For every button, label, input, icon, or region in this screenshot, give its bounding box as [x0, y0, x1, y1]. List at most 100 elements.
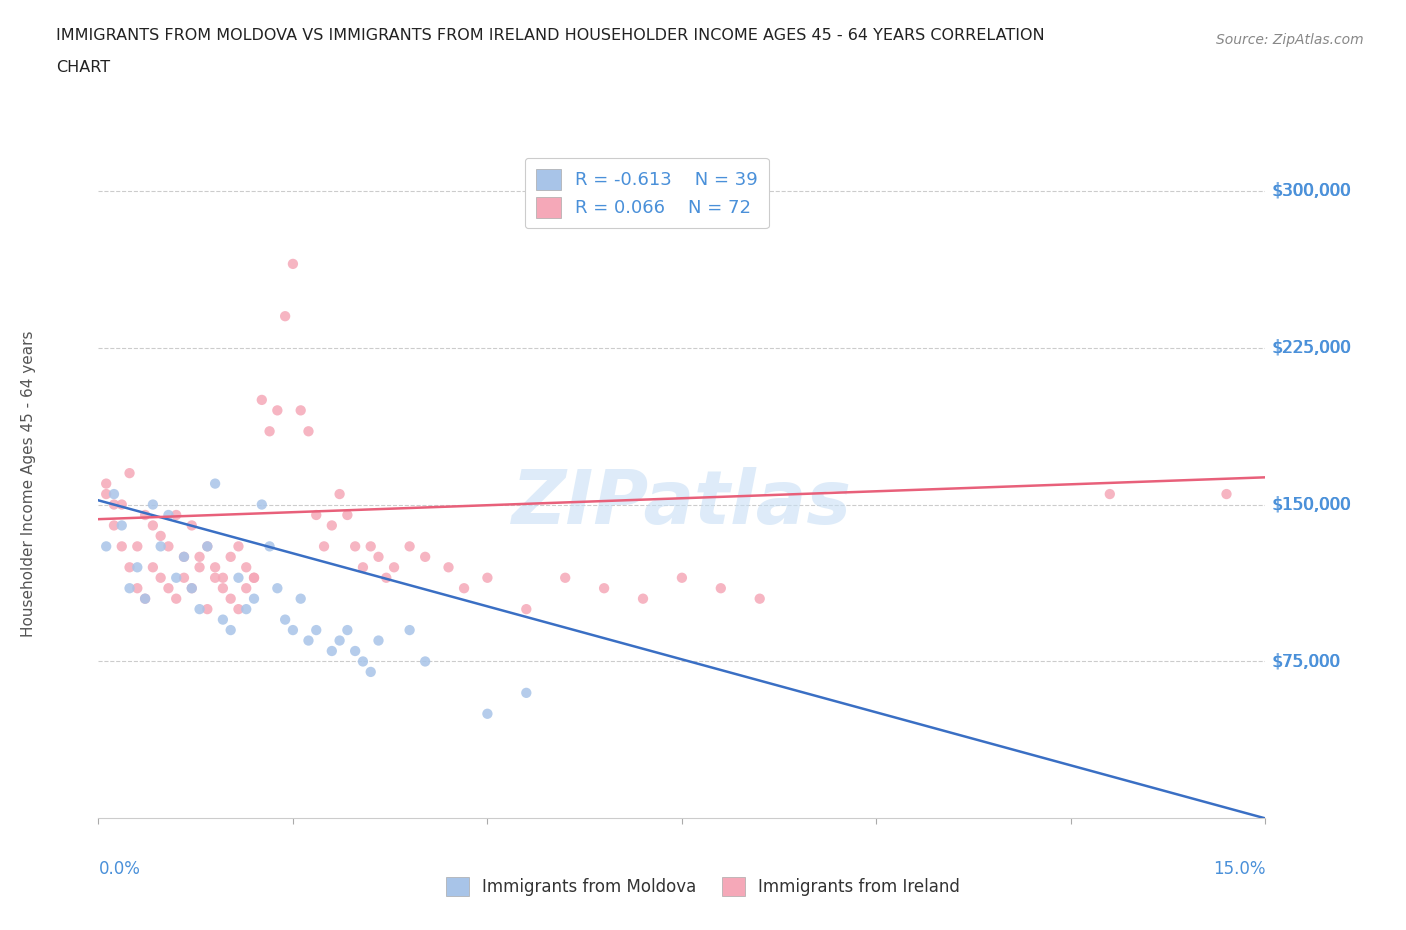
Point — [515, 685, 537, 700]
Point — [111, 539, 134, 554]
Point — [259, 424, 281, 439]
Point — [127, 539, 149, 554]
Text: $300,000: $300,000 — [1271, 181, 1350, 200]
Point — [477, 707, 499, 722]
Point — [228, 602, 250, 617]
Text: $225,000: $225,000 — [1272, 339, 1351, 356]
Point — [554, 570, 576, 585]
Point — [157, 580, 180, 596]
Point — [96, 539, 118, 554]
Point — [367, 550, 389, 565]
Point — [710, 580, 733, 596]
Point — [266, 403, 288, 418]
Text: IMMIGRANTS FROM MOLDOVA VS IMMIGRANTS FROM IRELAND HOUSEHOLDER INCOME AGES 45 - : IMMIGRANTS FROM MOLDOVA VS IMMIGRANTS FR… — [56, 28, 1045, 43]
Point — [344, 644, 367, 658]
Point — [96, 476, 118, 491]
Text: $150,000: $150,000 — [1272, 496, 1351, 513]
Point — [290, 591, 312, 606]
Point — [235, 580, 257, 596]
Point — [312, 539, 335, 554]
Text: $300,000: $300,000 — [1272, 181, 1351, 200]
Point — [165, 508, 187, 523]
Point — [398, 623, 420, 638]
Legend: Immigrants from Moldova, Immigrants from Ireland: Immigrants from Moldova, Immigrants from… — [439, 870, 967, 903]
Text: $75,000: $75,000 — [1272, 653, 1341, 671]
Point — [631, 591, 654, 606]
Point — [515, 602, 537, 617]
Point — [243, 591, 266, 606]
Point — [219, 550, 242, 565]
Point — [290, 403, 312, 418]
Point — [111, 518, 134, 533]
Point — [235, 602, 257, 617]
Point — [375, 570, 398, 585]
Point — [321, 518, 343, 533]
Point — [173, 570, 195, 585]
Point — [212, 580, 235, 596]
Point — [165, 591, 187, 606]
Point — [219, 623, 242, 638]
Point — [228, 539, 250, 554]
Point — [149, 570, 172, 585]
Point — [235, 560, 257, 575]
Point — [297, 633, 319, 648]
Text: $225,000: $225,000 — [1271, 339, 1351, 356]
Text: $75,000: $75,000 — [1271, 653, 1340, 671]
Point — [367, 633, 389, 648]
Point — [250, 392, 273, 407]
Point — [111, 498, 134, 512]
Point — [180, 580, 202, 596]
Point — [188, 602, 211, 617]
Point — [103, 486, 125, 501]
Point — [266, 580, 288, 596]
Point — [103, 498, 125, 512]
Point — [329, 486, 352, 501]
Point — [398, 539, 420, 554]
Point — [243, 570, 266, 585]
Point — [437, 560, 460, 575]
Point — [352, 654, 374, 669]
Point — [321, 644, 343, 658]
Point — [127, 580, 149, 596]
Point — [413, 654, 436, 669]
Point — [219, 591, 242, 606]
Point — [593, 580, 616, 596]
Point — [360, 664, 382, 679]
Text: ZIPatlas: ZIPatlas — [512, 467, 852, 540]
Point — [165, 570, 187, 585]
Point — [180, 518, 202, 533]
Point — [274, 309, 297, 324]
Point — [305, 623, 328, 638]
Text: Source: ZipAtlas.com: Source: ZipAtlas.com — [1216, 33, 1364, 46]
Point — [134, 508, 156, 523]
Point — [212, 612, 235, 627]
Point — [748, 591, 770, 606]
Text: Householder Income Ages 45 - 64 years: Householder Income Ages 45 - 64 years — [21, 330, 35, 637]
Point — [204, 476, 226, 491]
Point — [204, 560, 226, 575]
Point — [453, 580, 475, 596]
Point — [228, 570, 250, 585]
Point — [195, 539, 218, 554]
Point — [195, 602, 218, 617]
Point — [477, 570, 499, 585]
Point — [259, 539, 281, 554]
Point — [142, 560, 165, 575]
Point — [671, 570, 693, 585]
Point — [157, 508, 180, 523]
Point — [329, 633, 352, 648]
Point — [127, 560, 149, 575]
Text: CHART: CHART — [56, 60, 110, 75]
Point — [96, 486, 118, 501]
Point — [204, 570, 226, 585]
Point — [188, 560, 211, 575]
Point — [134, 591, 156, 606]
Text: 15.0%: 15.0% — [1213, 860, 1265, 878]
Point — [250, 498, 273, 512]
Point — [281, 623, 304, 638]
Point — [173, 550, 195, 565]
Point — [352, 560, 374, 575]
Point — [281, 257, 304, 272]
Text: $150,000: $150,000 — [1271, 496, 1350, 513]
Point — [195, 539, 218, 554]
